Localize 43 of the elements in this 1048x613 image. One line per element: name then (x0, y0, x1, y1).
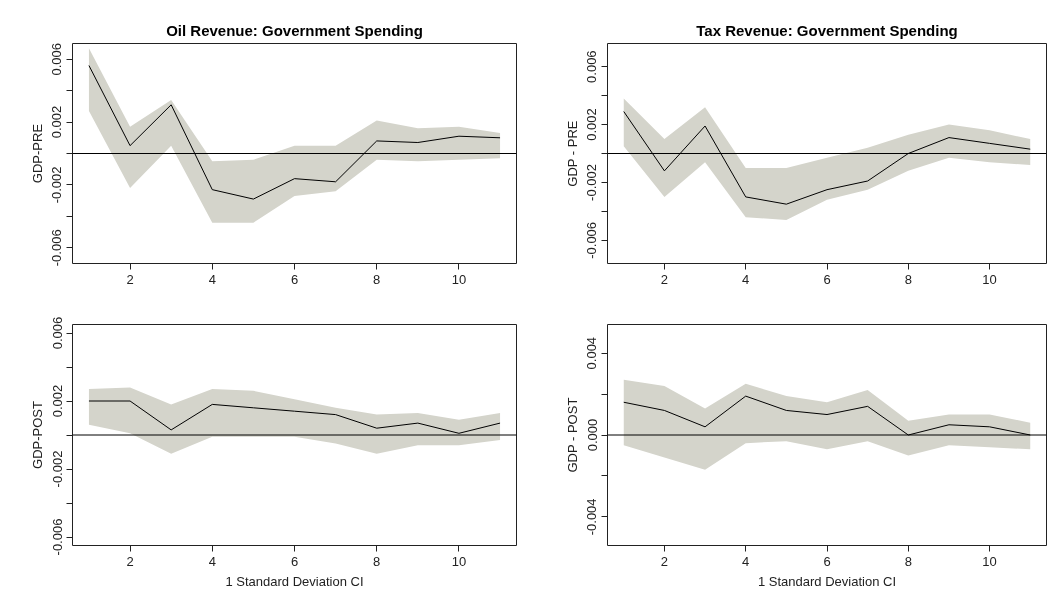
x-tick-label: 6 (823, 271, 831, 287)
x-tick-label: 8 (373, 553, 381, 569)
x-tick-label: 4 (742, 271, 750, 287)
y-tick-label: -0.002 (584, 164, 600, 201)
x-axis-title: 1 Standard Deviation CI (757, 573, 897, 589)
x-tick-label: 2 (660, 271, 669, 287)
y-axis-title: GDP-POST (29, 400, 45, 469)
y-tick-label: -0.006 (49, 518, 65, 556)
y-tick-label: 0.002 (584, 108, 600, 141)
y-axis-title: GDP-PRE (29, 123, 45, 184)
x-tick-label: 10 (451, 271, 467, 287)
y-tick-label: 0.000 (584, 418, 600, 452)
y-tick-label: 0.006 (584, 50, 600, 83)
y-tick-label: 0.004 (584, 336, 600, 370)
y-tick-label: -0.002 (49, 450, 65, 488)
x-tick-label: 8 (904, 271, 912, 287)
y-tick-label: -0.006 (49, 229, 65, 267)
x-tick-label: 6 (823, 553, 831, 569)
chart-title: Tax Revenue: Government Spending (696, 21, 958, 39)
y-tick-label: -0.002 (49, 166, 65, 204)
x-tick-label: 10 (451, 553, 467, 569)
x-axis-title: 1 Standard Deviation CI (225, 573, 364, 589)
x-tick-label: 4 (742, 553, 750, 569)
x-tick-label: 10 (982, 271, 997, 287)
x-tick-label: 8 (904, 553, 912, 569)
y-axis-title: GDP - PRE (564, 120, 580, 187)
x-tick-label: 8 (373, 271, 381, 287)
x-tick-label: 4 (208, 553, 216, 569)
y-tick-label: -0.004 (584, 498, 600, 536)
x-tick-label: 4 (208, 271, 216, 287)
x-tick-label: 2 (126, 271, 134, 287)
x-tick-label: 2 (660, 553, 669, 569)
x-tick-label: 2 (126, 553, 134, 569)
y-tick-label: 0.002 (49, 384, 65, 418)
y-axis-title: GDP - POST (564, 397, 580, 473)
y-tick-label: 0.006 (49, 316, 65, 350)
x-tick-label: 10 (982, 553, 997, 569)
chart-title: Oil Revenue: Government Spending (166, 21, 423, 39)
x-tick-label: 6 (290, 553, 299, 569)
x-tick-label: 6 (290, 271, 299, 287)
y-tick-label: 0.006 (49, 42, 65, 76)
y-tick-label: 0.002 (49, 105, 65, 139)
y-tick-label: -0.006 (584, 221, 600, 259)
